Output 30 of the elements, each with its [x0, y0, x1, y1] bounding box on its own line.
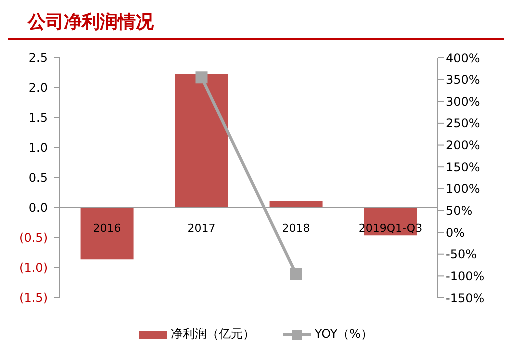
y2-tick-label: 0%	[446, 226, 466, 240]
bar	[175, 74, 228, 208]
y-tick-label: (0.5)	[20, 231, 48, 245]
y2-tick-label: 200%	[446, 138, 480, 153]
y-tick-label: 1.0	[28, 141, 48, 155]
y2-tick-label: -50%	[446, 248, 478, 262]
y-tick-label: (1.5)	[20, 291, 48, 305]
y2-tick-label: 300%	[446, 94, 480, 109]
y2-tick-label: 50%	[446, 204, 473, 218]
y-tick-label: 2.5	[28, 51, 48, 65]
y-tick-label: 2.0	[28, 81, 48, 95]
bar	[80, 208, 134, 260]
legend-label: 净利润（亿元）	[170, 326, 255, 343]
y-tick-label: 1.5	[28, 111, 48, 125]
y2-tick-label: 400%	[446, 51, 480, 66]
x-tick-label: 2017	[188, 222, 216, 235]
bar	[270, 201, 323, 208]
y-tick-label: 0.5	[28, 171, 48, 185]
chart-title: 公司净利润情况	[8, 8, 504, 40]
y2-tick-label: -100%	[446, 269, 485, 284]
y2-tick-label: -150%	[446, 291, 485, 306]
y2-tick-label: 150%	[446, 160, 480, 174]
y-tick-label: 0.0	[28, 201, 48, 215]
y2-tick-label: 350%	[446, 73, 480, 88]
legend-label: YOY（%）	[314, 326, 374, 343]
x-tick-label: 2016	[93, 222, 122, 235]
x-tick-label: 2018	[282, 222, 310, 235]
y-tick-label: (1.0)	[20, 261, 48, 275]
y2-tick-label: 250%	[446, 116, 480, 131]
y2-tick-label: 100%	[446, 182, 480, 196]
